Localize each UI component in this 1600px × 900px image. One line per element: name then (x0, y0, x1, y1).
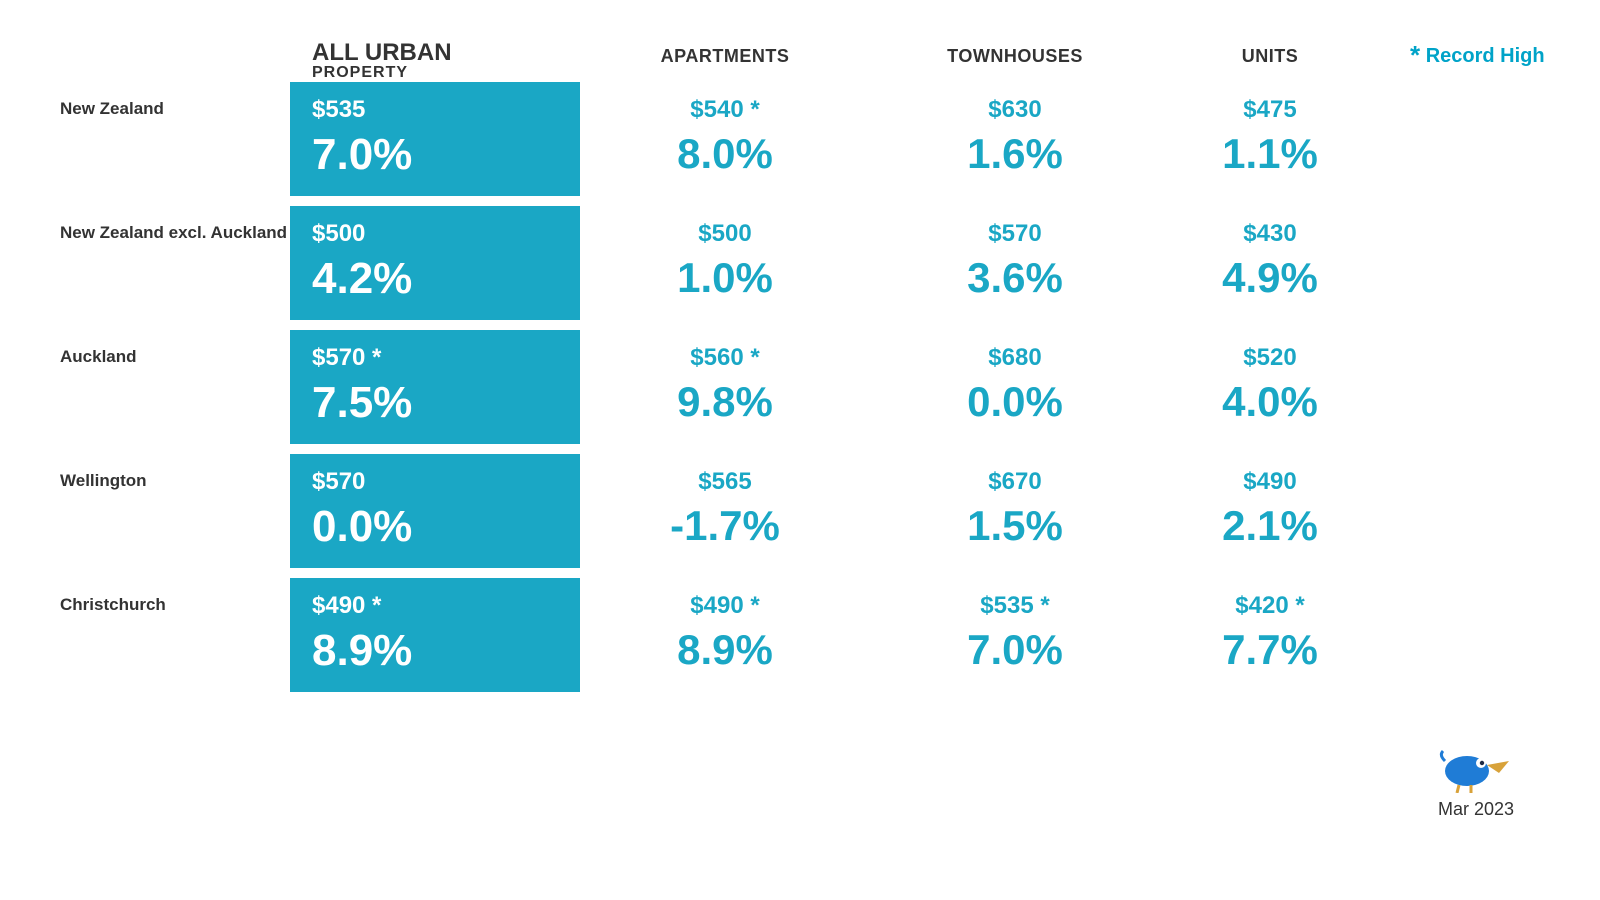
row-label-auckland: Auckland (60, 330, 290, 454)
cell-wellington-apartments: $565 -1.7% (580, 454, 870, 578)
price: $535 * (878, 592, 1152, 620)
legend-label: Record High (1426, 45, 1545, 67)
col-header-all-urban-sublabel: PROPERTY (312, 65, 580, 82)
price: $500 (312, 220, 572, 248)
cell-wellington-units: $490 2.1% (1160, 454, 1380, 578)
cell-christchurch-all-urban: $490 * 8.9% (290, 578, 580, 692)
price: $565 (588, 468, 862, 496)
cell-nz-all-urban: $535 7.0% (290, 82, 580, 196)
price: $670 (878, 468, 1152, 496)
pct: 0.0% (312, 502, 572, 552)
pct: 8.9% (588, 626, 862, 674)
spacer (1380, 330, 1545, 454)
row-label-wellington: Wellington (60, 454, 290, 578)
cell-auckland-units: $520 4.0% (1160, 330, 1380, 454)
cell-wellington-all-urban: $570 0.0% (290, 454, 580, 568)
price: $490 * (588, 592, 862, 620)
price: $490 (1168, 468, 1372, 496)
cell-wellington-townhouses: $670 1.5% (870, 454, 1160, 578)
pct: 4.0% (1168, 378, 1372, 426)
record-high-legend: * Record High (1380, 40, 1545, 82)
pct: 1.1% (1168, 130, 1372, 178)
cell-auckland-townhouses: $680 0.0% (870, 330, 1160, 454)
cell-auckland-all-urban: $570 * 7.5% (290, 330, 580, 444)
cell-nz-townhouses: $630 1.6% (870, 82, 1160, 206)
price: $540 * (588, 96, 862, 124)
spacer (1380, 578, 1545, 702)
price: $420 * (1168, 592, 1372, 620)
footer-date: Mar 2023 (1437, 799, 1515, 820)
cell-christchurch-townhouses: $535 * 7.0% (870, 578, 1160, 702)
pct: 7.0% (878, 626, 1152, 674)
price: $630 (878, 96, 1152, 124)
pct: 7.0% (312, 130, 572, 180)
row-label-nz-excl-akl: New Zealand excl. Auckland (60, 206, 290, 330)
price: $570 (312, 468, 572, 496)
price: $490 * (312, 592, 572, 620)
pct: 3.6% (878, 254, 1152, 302)
cell-christchurch-apartments: $490 * 8.9% (580, 578, 870, 702)
spacer (1380, 454, 1545, 578)
col-header-all-urban: ALL URBAN PROPERTY (290, 40, 580, 82)
footer: Mar 2023 (1437, 743, 1515, 820)
price: $475 (1168, 96, 1372, 124)
pct: 8.9% (312, 626, 572, 676)
cell-nz-excl-akl-all-urban: $500 4.2% (290, 206, 580, 320)
pct: 7.5% (312, 378, 572, 428)
col-header-all-urban-label: ALL URBAN (312, 39, 452, 66)
cell-christchurch-units: $420 * 7.7% (1160, 578, 1380, 702)
cell-nz-excl-akl-townhouses: $570 3.6% (870, 206, 1160, 330)
pct: 7.7% (1168, 626, 1372, 674)
cell-nz-apartments: $540 * 8.0% (580, 82, 870, 206)
price: $430 (1168, 220, 1372, 248)
pct: 0.0% (878, 378, 1152, 426)
pct: 1.5% (878, 502, 1152, 550)
kiwi-bird-icon (1437, 743, 1515, 793)
pct: 4.9% (1168, 254, 1372, 302)
row-label-christchurch: Christchurch (60, 578, 290, 702)
col-header-townhouses: TOWNHOUSES (870, 40, 1160, 82)
spacer (1380, 82, 1545, 206)
cell-nz-units: $475 1.1% (1160, 82, 1380, 206)
pct: 2.1% (1168, 502, 1372, 550)
pct: 8.0% (588, 130, 862, 178)
header-spacer (60, 40, 290, 82)
col-header-units: UNITS (1160, 40, 1380, 82)
pct: 4.2% (312, 254, 572, 304)
pct: 9.8% (588, 378, 862, 426)
pct: -1.7% (588, 502, 862, 550)
cell-nz-excl-akl-apartments: $500 1.0% (580, 206, 870, 330)
star-icon: * (1410, 40, 1420, 70)
price: $570 (878, 220, 1152, 248)
row-label-nz: New Zealand (60, 82, 290, 206)
data-table: ALL URBAN PROPERTY APARTMENTS TOWNHOUSES… (60, 40, 1540, 702)
spacer (1380, 206, 1545, 330)
price: $680 (878, 344, 1152, 372)
cell-nz-excl-akl-units: $430 4.9% (1160, 206, 1380, 330)
col-header-apartments: APARTMENTS (580, 40, 870, 82)
cell-auckland-apartments: $560 * 9.8% (580, 330, 870, 454)
pct: 1.0% (588, 254, 862, 302)
price: $570 * (312, 344, 572, 372)
price: $560 * (588, 344, 862, 372)
pct: 1.6% (878, 130, 1152, 178)
price: $500 (588, 220, 862, 248)
price: $520 (1168, 344, 1372, 372)
price: $535 (312, 96, 572, 124)
